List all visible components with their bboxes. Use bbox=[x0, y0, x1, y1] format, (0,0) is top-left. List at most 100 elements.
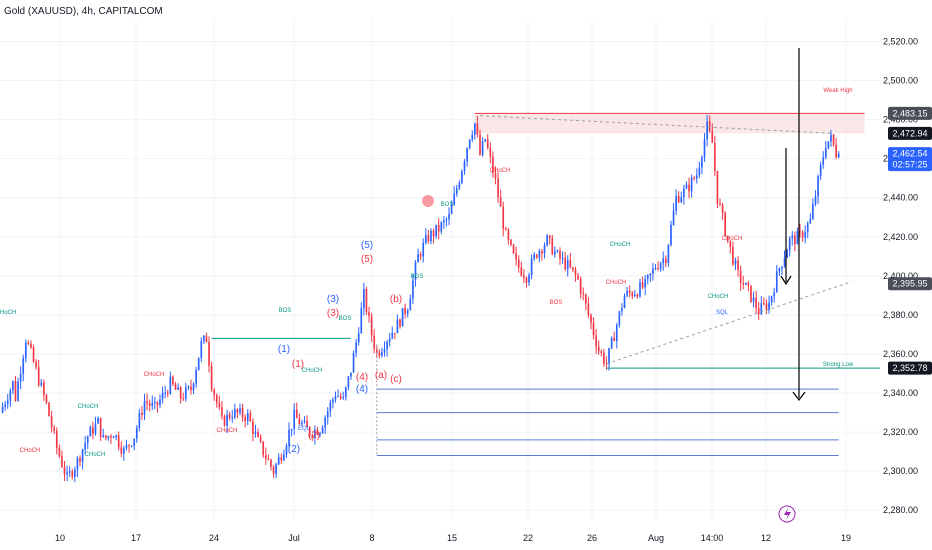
candle bbox=[115, 435, 117, 438]
candle bbox=[79, 458, 81, 462]
candle bbox=[760, 303, 763, 315]
weak-high-label: Weak High bbox=[823, 88, 852, 94]
candle bbox=[94, 423, 97, 434]
candle bbox=[342, 397, 345, 399]
candle bbox=[564, 257, 566, 270]
candle bbox=[329, 402, 332, 412]
lightning-icon bbox=[778, 505, 796, 523]
candle bbox=[200, 340, 203, 358]
candle bbox=[688, 184, 690, 192]
candle bbox=[582, 293, 585, 295]
candle bbox=[525, 277, 528, 283]
candle bbox=[221, 407, 223, 417]
candle bbox=[130, 445, 133, 447]
candle bbox=[277, 457, 280, 465]
candle bbox=[799, 231, 801, 233]
candle bbox=[729, 240, 732, 247]
candle bbox=[561, 257, 564, 259]
candle bbox=[623, 295, 626, 309]
candle bbox=[757, 308, 760, 315]
x-tick-label: Jul bbox=[288, 533, 300, 543]
candles[interactable] bbox=[1, 114, 840, 483]
candle bbox=[659, 263, 662, 270]
candle bbox=[61, 456, 63, 467]
candle bbox=[357, 333, 360, 343]
candle bbox=[486, 139, 489, 148]
candle bbox=[172, 376, 174, 385]
candle bbox=[30, 343, 32, 348]
candle bbox=[314, 429, 316, 438]
candle bbox=[690, 177, 693, 192]
candle bbox=[319, 433, 321, 435]
candle bbox=[639, 282, 641, 297]
candle bbox=[610, 337, 613, 349]
candle bbox=[396, 319, 399, 334]
candle bbox=[824, 148, 827, 158]
candle bbox=[672, 210, 675, 225]
candle bbox=[190, 386, 192, 391]
x-tick-label: 10 bbox=[55, 533, 65, 543]
candle bbox=[55, 430, 58, 448]
candle bbox=[169, 376, 172, 394]
y-tick-label: 2,400.00 bbox=[883, 271, 918, 281]
candle bbox=[334, 396, 337, 400]
candle bbox=[750, 285, 752, 302]
candle bbox=[344, 387, 347, 398]
candle bbox=[677, 195, 680, 203]
candle bbox=[675, 195, 677, 211]
x-tick-label: 26 bbox=[587, 533, 597, 543]
candle bbox=[830, 134, 832, 142]
candle bbox=[773, 292, 776, 297]
candle bbox=[321, 427, 324, 434]
candle bbox=[43, 382, 45, 395]
candle bbox=[272, 466, 275, 474]
candle bbox=[618, 311, 621, 326]
candle bbox=[270, 459, 272, 467]
candle bbox=[737, 260, 739, 271]
candle bbox=[161, 392, 164, 400]
candle bbox=[355, 342, 357, 353]
time-axis[interactable]: 10 17 24 Jul 8 15 22 26 Aug 14:00 12 19 bbox=[55, 533, 851, 543]
candle bbox=[324, 417, 326, 428]
candle bbox=[1, 406, 4, 413]
candle bbox=[141, 412, 143, 415]
candle bbox=[223, 416, 226, 426]
candle bbox=[192, 383, 195, 391]
candle bbox=[215, 395, 218, 403]
candle bbox=[337, 396, 339, 398]
candle bbox=[9, 390, 12, 401]
candle bbox=[241, 408, 244, 418]
candle bbox=[548, 235, 551, 239]
price-badge-label: 2,352.78 bbox=[892, 363, 927, 373]
candle bbox=[174, 384, 177, 390]
wave-label-blue: (1) bbox=[278, 344, 290, 355]
candle bbox=[288, 429, 290, 446]
candle bbox=[156, 401, 159, 406]
x-tick-label: 15 bbox=[447, 533, 457, 543]
candle bbox=[804, 232, 806, 238]
candle bbox=[203, 335, 205, 341]
candle bbox=[747, 282, 750, 286]
candle bbox=[352, 352, 355, 373]
candle bbox=[572, 267, 574, 270]
candle bbox=[796, 231, 799, 245]
x-tick-label: 12 bbox=[761, 533, 771, 543]
choch-label: CHoCH bbox=[722, 236, 743, 242]
choch-label: CHoCH bbox=[302, 368, 323, 374]
y-tick-label: 2,380.00 bbox=[883, 310, 918, 320]
candle bbox=[724, 212, 726, 236]
candle bbox=[768, 302, 770, 310]
candle bbox=[752, 297, 755, 302]
candle bbox=[110, 436, 112, 438]
choch-label: CHoCH bbox=[217, 428, 238, 434]
candle bbox=[432, 230, 435, 237]
candle bbox=[595, 335, 597, 347]
candle bbox=[634, 294, 636, 297]
candle bbox=[249, 413, 252, 422]
chart-title: Gold (XAUUSD), 4h, CAPITALCOM bbox=[4, 6, 163, 17]
candle bbox=[788, 238, 791, 251]
candle bbox=[512, 244, 515, 254]
choch-label: CHoCH bbox=[708, 294, 729, 300]
candle bbox=[128, 444, 130, 446]
